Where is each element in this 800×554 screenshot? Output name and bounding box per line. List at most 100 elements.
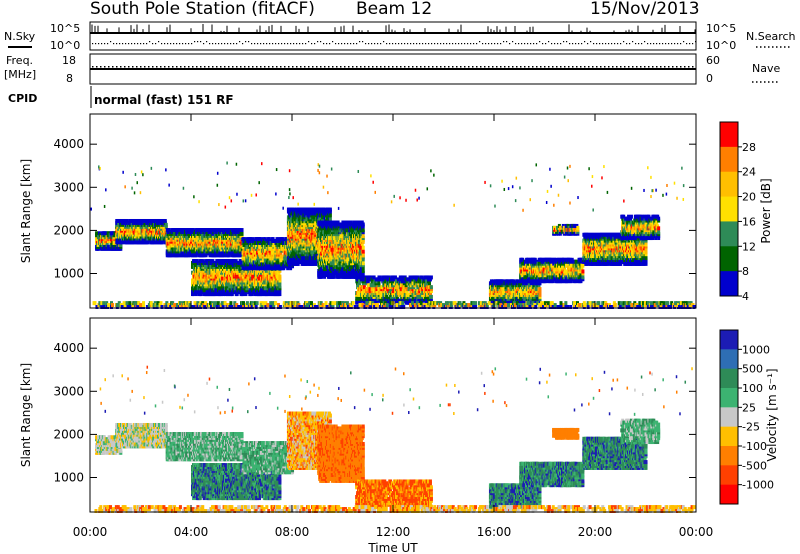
nsearch-dot	[542, 43, 543, 44]
nave-dot	[580, 66, 582, 68]
nave-dot	[536, 66, 538, 68]
nsearch-dot	[296, 43, 297, 44]
nsearch-dot	[365, 43, 366, 44]
nsearch-dot	[653, 43, 654, 44]
nsearch-dot	[128, 43, 129, 44]
nave-dot	[616, 66, 618, 68]
nsearch-dot	[125, 43, 126, 44]
nave-dot	[456, 66, 458, 68]
nsearch-dot	[302, 43, 303, 44]
nave-dot	[452, 66, 454, 68]
echo-cell	[278, 284, 281, 288]
nsearch-dot	[674, 43, 675, 44]
nsearch-dot	[368, 43, 369, 44]
nsearch-dot	[356, 43, 357, 44]
nsearch-dot	[392, 43, 393, 44]
nsearch-dot	[647, 43, 648, 44]
nave-dot	[432, 66, 434, 68]
nave-dot	[168, 66, 170, 68]
nsearch-dot	[104, 43, 105, 44]
nave-dot	[600, 66, 602, 68]
nave-dot	[556, 66, 558, 68]
nsearch-dot	[554, 43, 555, 44]
nsearch-dot	[377, 43, 378, 44]
nsearch-dot	[563, 41, 564, 42]
nave-dot	[376, 66, 378, 68]
nsearch-dot	[449, 43, 450, 44]
nsearch-dot	[578, 43, 579, 44]
echo-cell	[278, 275, 281, 279]
nave-dot	[496, 66, 498, 68]
nsearch-dot	[575, 43, 576, 44]
nave-dot	[372, 66, 374, 68]
nsearch-dot	[623, 41, 624, 42]
nave-dot	[688, 66, 690, 68]
nave-dot	[408, 66, 410, 68]
nsearch-dot	[161, 43, 162, 44]
nave-dot	[512, 66, 514, 68]
nsearch-dot	[617, 43, 618, 44]
nsearch-dot	[278, 43, 279, 44]
echo-cell	[329, 213, 332, 217]
nsearch-dot	[230, 43, 231, 44]
echo-cell	[241, 228, 244, 232]
freq-tick-top: 18	[62, 54, 76, 67]
nsky-tick-top: 10^5	[50, 22, 80, 35]
nsearch-dot	[254, 43, 255, 44]
nave-dot	[436, 66, 438, 68]
nave-dot	[344, 66, 346, 68]
nsearch-dot	[266, 43, 267, 44]
nsearch-dot	[473, 43, 474, 44]
nsearch-dot	[335, 43, 336, 44]
freq-trace	[90, 66, 696, 69]
nsearch-dot	[569, 43, 570, 44]
nave-dot	[388, 66, 390, 68]
nave-dot	[428, 66, 430, 68]
nave-dot	[384, 66, 386, 68]
nsearch-dot	[611, 43, 612, 44]
nave-dot	[684, 66, 686, 68]
nsearch-dot	[536, 43, 537, 44]
nsearch-dot	[212, 43, 213, 44]
nsearch-tick-bottom: 10^0	[706, 39, 736, 52]
nsearch-dot	[470, 43, 471, 44]
nsearch-dot	[467, 43, 468, 44]
nave-dot	[312, 66, 314, 68]
nave-dot	[296, 66, 298, 68]
nave-dot	[232, 66, 234, 68]
nave-dot	[680, 66, 682, 68]
nsearch-dot	[671, 43, 672, 44]
nave-dot	[636, 66, 638, 68]
nave-dot	[192, 66, 194, 68]
nsearch-dot	[200, 41, 201, 42]
nave-dot	[480, 66, 482, 68]
nsearch-dot	[101, 43, 102, 44]
nsearch-dot	[347, 43, 348, 44]
nsearch-dot	[110, 41, 111, 42]
nsearch-dot	[362, 41, 363, 42]
nave-dot	[576, 66, 578, 68]
nsearch-dot	[92, 43, 93, 44]
nsearch-dot	[290, 43, 291, 44]
nsearch-dot	[680, 43, 681, 44]
nsearch-dot	[521, 43, 522, 44]
nsearch-dot	[593, 43, 594, 44]
nsearch-dot	[107, 43, 108, 44]
nave-dot	[248, 66, 250, 68]
nave-dot	[216, 66, 218, 68]
nave-dot	[528, 66, 530, 68]
nave-dot	[188, 66, 190, 68]
nsearch-dot	[500, 43, 501, 44]
nave-dot	[284, 66, 286, 68]
nave-dot	[448, 66, 450, 68]
nsearch-dot	[413, 43, 414, 44]
nave-dot	[148, 66, 150, 68]
nsearch-dot	[584, 41, 585, 42]
nsearch-dot	[113, 43, 114, 44]
nsearch-dot	[455, 43, 456, 44]
nave-dot	[316, 66, 318, 68]
nave-dot	[416, 66, 418, 68]
nsearch-dot	[608, 43, 609, 44]
station-title: South Pole Station (fitACF)	[90, 0, 315, 19]
nsearch-dot	[209, 43, 210, 44]
